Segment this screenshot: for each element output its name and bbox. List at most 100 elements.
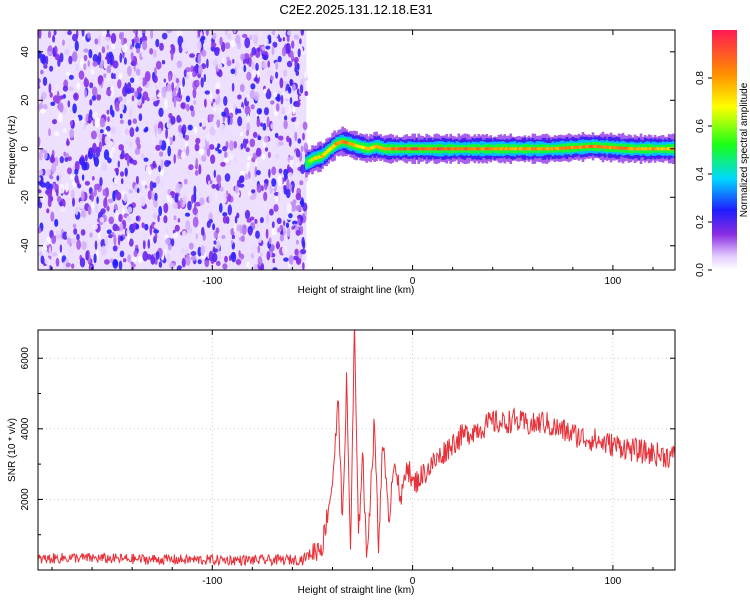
spectrogram-noise-cell xyxy=(256,118,261,128)
spectrogram-noise-cell xyxy=(89,147,95,155)
spectrogram-noise-cell xyxy=(50,101,56,107)
spectrogram-noise-cell xyxy=(227,204,232,216)
spectrogram-noise-cell xyxy=(71,263,75,269)
spectrogram-noise-cell xyxy=(85,250,89,261)
spectrogram-noise-cell xyxy=(48,246,52,257)
spectrogram-noise-cell xyxy=(167,122,171,129)
spectrogram-noise-cell xyxy=(277,135,284,140)
spectrogram-noise-cell xyxy=(93,187,97,197)
spectrogram-noise-cell xyxy=(205,133,210,142)
spectrogram-noise-cell xyxy=(248,228,252,236)
colorbar-tick-label: 0.0 xyxy=(695,263,706,277)
spectrogram-y-ticks: -40 -20 0 20 40 xyxy=(20,46,675,253)
spectrogram-noise-cell xyxy=(144,184,148,189)
spectrogram-noise-cell xyxy=(68,156,72,162)
spectrogram-noise-cell xyxy=(292,220,298,225)
spectrogram-noise-cell xyxy=(274,132,279,139)
spectrogram-noise-cell xyxy=(188,242,194,250)
spectrogram-noise-cell xyxy=(67,100,71,108)
spectrogram-noise-cell xyxy=(123,57,127,65)
spectrogram-noise-cell xyxy=(117,79,122,89)
spectrogram-noise-cell xyxy=(257,69,260,79)
spectrogram-noise-cell xyxy=(290,50,294,61)
spectrogram-noise-cell xyxy=(208,218,213,224)
spectrogram-noise-cell xyxy=(240,106,244,113)
spectrogram-noise-cell xyxy=(216,250,222,261)
spectrogram-noise-cell xyxy=(170,238,175,247)
spectrogram-noise-cell xyxy=(119,250,125,258)
spectrogram-noise-cell xyxy=(194,143,200,152)
spectrogram-noise-cell xyxy=(93,253,97,264)
spectrogram-noise-cell xyxy=(219,36,223,47)
spectrogram-noise-cell xyxy=(250,83,256,90)
spectrogram-noise-cell xyxy=(52,47,56,58)
spectrogram-noise-cell xyxy=(241,224,247,236)
spectrogram-noise-cell xyxy=(222,145,228,152)
spectrogram-noise-cell xyxy=(106,72,111,83)
spectrogram-noise-cell xyxy=(47,30,52,39)
spectrogram-noise-cell xyxy=(247,113,250,123)
spectrogram-noise-cell xyxy=(265,45,271,50)
spectrogram-noise-cell xyxy=(266,213,269,224)
spectrogram-noise-cell xyxy=(288,213,293,219)
spectrogram-noise-cell xyxy=(239,224,243,234)
spectrogram-noise-cell xyxy=(166,137,171,148)
spectrogram-noise-cell xyxy=(92,86,98,97)
spectrogram-noise-cell xyxy=(283,119,288,130)
spectrogram-noise-cell xyxy=(249,34,253,41)
spectrogram-noise-cell xyxy=(238,175,244,184)
spectrogram-noise-cell xyxy=(77,183,82,189)
spectrogram-noise-cell xyxy=(167,243,172,251)
spectrogram-noise-cell xyxy=(274,153,280,160)
spectrogram-noise-cell xyxy=(45,168,52,177)
spectrogram-noise-cell xyxy=(264,147,269,152)
spectrogram-noise-cell xyxy=(295,192,302,201)
spectrogram-noise-cell xyxy=(104,129,108,135)
spectrogram-noise-cell xyxy=(303,176,309,182)
spectrogram-noise-cell xyxy=(151,96,157,102)
spectrogram-noise-cell xyxy=(278,141,284,146)
spectrogram-noise-cell xyxy=(266,251,271,261)
spectrogram-noise-cell xyxy=(214,94,218,100)
spectrogram-noise-cell xyxy=(94,38,99,45)
spectrogram-noise-cell xyxy=(167,145,171,157)
spectrogram-noise-cell xyxy=(89,232,93,238)
spectrogram-noise-cell xyxy=(252,112,257,117)
spectrogram-noise-cell xyxy=(292,84,296,92)
spectrogram-noise-cell xyxy=(231,234,235,240)
spectrogram-noise-cell xyxy=(291,40,295,49)
spectrogram-noise-cell xyxy=(136,47,140,54)
x-tick-label: -100 xyxy=(202,576,222,587)
spectrogram-noise-cell xyxy=(193,185,197,196)
spectrogram-noise-cell xyxy=(214,47,220,56)
spectrogram-noise-cell xyxy=(57,112,63,123)
spectrogram-noise-cell xyxy=(109,54,113,66)
snr-frame xyxy=(37,329,676,571)
spectrogram-noise-cell xyxy=(73,169,79,175)
spectrogram-noise-cell xyxy=(233,141,238,149)
spectrogram-noise-cell xyxy=(117,234,121,246)
spectrogram-noise-cell xyxy=(68,86,74,91)
figure-title: C2E2.2025.131.12.18.E31 xyxy=(279,2,432,17)
spectrogram-noise-cell xyxy=(40,69,44,75)
spectrogram-noise-cell xyxy=(235,34,241,45)
spectrogram-x-ticks: -100 0 100 xyxy=(51,30,654,287)
spectrogram-noise-cell xyxy=(134,147,141,156)
spectrogram-noise-cell xyxy=(102,188,106,196)
spectrogram-noise-cell xyxy=(96,249,100,261)
spectrogram-noise-cell xyxy=(294,131,298,142)
spectrogram-noise-cell xyxy=(65,71,71,76)
spectrogram-noise-cell xyxy=(152,85,156,91)
spectrogram-noise-cell xyxy=(130,52,134,61)
spectrogram-noise-cell xyxy=(107,157,112,164)
spectrogram-noise-cell xyxy=(222,212,228,217)
spectrogram-noise-cell xyxy=(282,37,286,42)
spectrogram-noise-cell xyxy=(141,49,146,58)
spectrogram-noise-cell xyxy=(286,135,290,143)
spectrogram-noise-cell xyxy=(181,247,185,254)
spectrogram-noise-cell xyxy=(246,71,252,81)
spectrogram-noise-cell xyxy=(125,139,129,144)
spectrogram-noise-cell xyxy=(142,80,146,87)
spectrogram-noise-cell xyxy=(200,35,206,41)
spectrogram-noise-cell xyxy=(114,209,119,221)
